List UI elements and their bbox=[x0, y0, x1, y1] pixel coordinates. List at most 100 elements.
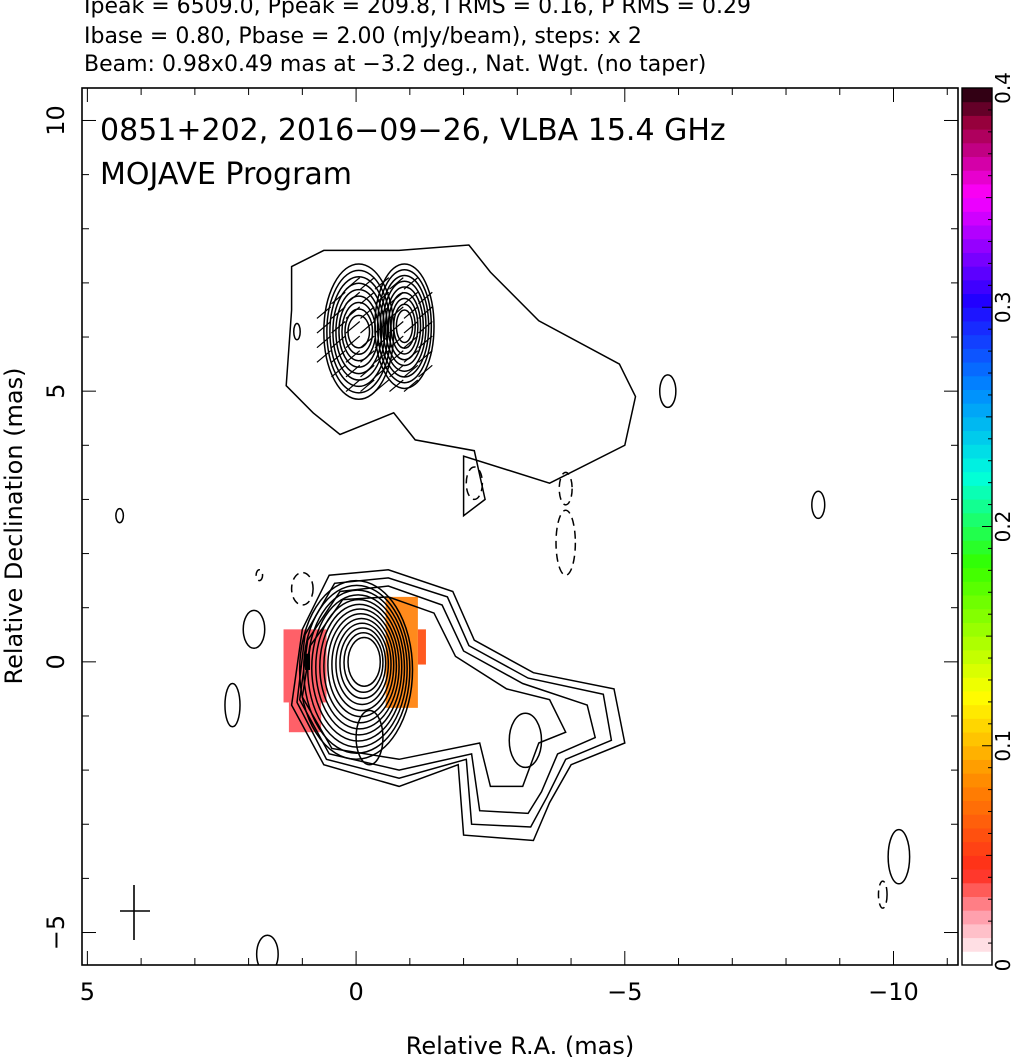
jet-contour bbox=[298, 585, 597, 815]
evpa-vector bbox=[316, 335, 332, 349]
core-contour bbox=[331, 617, 392, 712]
colorbar-swatch bbox=[962, 485, 992, 500]
y-tick-label: 0 bbox=[42, 654, 70, 669]
evpa-vector bbox=[374, 321, 390, 334]
colorbar-swatch bbox=[962, 800, 992, 815]
colorbar-swatch bbox=[962, 622, 992, 637]
evpa-vector bbox=[345, 335, 361, 349]
colorbar-swatch bbox=[962, 841, 992, 856]
evpa-vector bbox=[389, 364, 404, 378]
evpa-vector bbox=[403, 291, 419, 305]
jet-contour bbox=[301, 596, 567, 788]
evpa-vector bbox=[374, 277, 390, 290]
colorbar-swatch bbox=[962, 786, 992, 802]
colorbar-tick-label: 0.1 bbox=[991, 730, 1015, 762]
evpa-vector bbox=[360, 291, 375, 305]
evpa-vector bbox=[418, 306, 433, 319]
colorbar-swatch bbox=[962, 608, 992, 623]
evpa-vector bbox=[374, 335, 390, 349]
evpa-vector bbox=[389, 335, 404, 349]
noise-contour bbox=[811, 490, 826, 520]
evpa-vector bbox=[389, 277, 404, 290]
evpa-vector bbox=[403, 350, 419, 363]
negative-contour bbox=[255, 569, 264, 582]
colorbar-swatch bbox=[962, 882, 992, 897]
evpa-vector bbox=[389, 379, 404, 393]
colorbar-swatch bbox=[962, 457, 992, 473]
evpa-vector bbox=[345, 364, 361, 378]
colorbar-swatch bbox=[962, 197, 992, 212]
north-contour bbox=[338, 295, 380, 368]
evpa-vector bbox=[345, 350, 361, 363]
beam-marker bbox=[120, 885, 150, 940]
evpa-vector bbox=[331, 364, 346, 378]
colorbar-swatch bbox=[962, 362, 992, 377]
core-contour bbox=[335, 622, 390, 706]
colorbar-swatch bbox=[962, 923, 992, 939]
colorbar-swatch bbox=[962, 348, 992, 363]
noise-contour bbox=[52, 753, 58, 766]
header-line-base: Ibase = 0.80, Pbase = 2.00 (mJy/beam), s… bbox=[84, 24, 642, 49]
colorbar-swatch bbox=[962, 718, 992, 733]
colorbar-swatch bbox=[962, 88, 992, 103]
colorbar-swatch bbox=[962, 951, 992, 966]
evpa-vector bbox=[331, 350, 346, 363]
noise-contour bbox=[292, 322, 301, 341]
north-contour bbox=[335, 288, 383, 375]
colorbar-swatch bbox=[962, 279, 992, 295]
core-contour bbox=[347, 636, 382, 687]
colorbar-swatch bbox=[962, 101, 992, 116]
colorbar-swatch bbox=[962, 773, 992, 788]
negative-contour bbox=[290, 571, 314, 606]
chart-subtitle: MOJAVE Program bbox=[100, 157, 352, 192]
colorbar-swatch bbox=[962, 170, 992, 185]
colorbar-swatch bbox=[962, 553, 992, 569]
colorbar-swatch bbox=[962, 512, 992, 527]
core-contour bbox=[323, 608, 398, 724]
colorbar-swatch bbox=[962, 444, 992, 459]
colorbar-swatch bbox=[962, 238, 992, 253]
negative-contour bbox=[877, 880, 888, 909]
evpa-vector bbox=[374, 291, 390, 305]
colorbar-swatch bbox=[962, 595, 992, 610]
jet-knot-contour bbox=[508, 712, 543, 769]
colorbar-swatch bbox=[962, 403, 992, 418]
colorbar-swatch bbox=[962, 375, 992, 390]
evpa-vector bbox=[316, 350, 332, 363]
noise-contour bbox=[115, 507, 125, 524]
colorbar-swatch bbox=[962, 690, 992, 706]
core-contour bbox=[315, 598, 403, 736]
colorbar-swatch bbox=[962, 266, 992, 281]
evpa-vector bbox=[403, 364, 419, 378]
evpa-vector bbox=[403, 321, 419, 334]
evpa-vector bbox=[360, 350, 375, 363]
evpa-vector bbox=[316, 306, 332, 319]
evpa-vector bbox=[360, 321, 375, 334]
north-contour bbox=[376, 268, 433, 384]
colorbar-swatch bbox=[962, 156, 992, 171]
header-line-peak: Ipeak = 6509.0, Ppeak = 209.8, I RMS = 0… bbox=[84, 0, 751, 19]
colorbar-swatch bbox=[962, 211, 992, 226]
colorbar-swatch bbox=[962, 499, 992, 514]
evpa-vector bbox=[374, 379, 390, 393]
evpa-vector bbox=[331, 335, 346, 349]
header-line-beam: Beam: 0.98x0.49 mas at −3.2 deg., Nat. W… bbox=[84, 52, 707, 77]
y-tick-label: 10 bbox=[42, 105, 70, 136]
evpa-vector bbox=[345, 306, 361, 319]
north-contour bbox=[384, 286, 425, 367]
colorbar-swatch bbox=[962, 814, 992, 829]
evpa-vector bbox=[389, 306, 404, 319]
colorbar-tick-label: 0.3 bbox=[991, 291, 1015, 323]
x-tick-label: −5 bbox=[607, 978, 642, 1006]
evpa-vector bbox=[345, 291, 361, 305]
colorbar-swatch bbox=[962, 142, 992, 158]
colorbar-swatch bbox=[962, 636, 992, 651]
colorbar-swatch bbox=[962, 567, 992, 582]
colorbar-swatch bbox=[962, 745, 992, 760]
chart-title: 0851+202, 2016−09−26, VLBA 15.4 GHz bbox=[100, 113, 726, 148]
colorbar-swatch bbox=[962, 677, 992, 692]
north-contour bbox=[382, 280, 427, 372]
north-envelope bbox=[285, 244, 637, 518]
colorbar-swatch bbox=[962, 540, 992, 555]
evpa-vector bbox=[345, 379, 361, 393]
